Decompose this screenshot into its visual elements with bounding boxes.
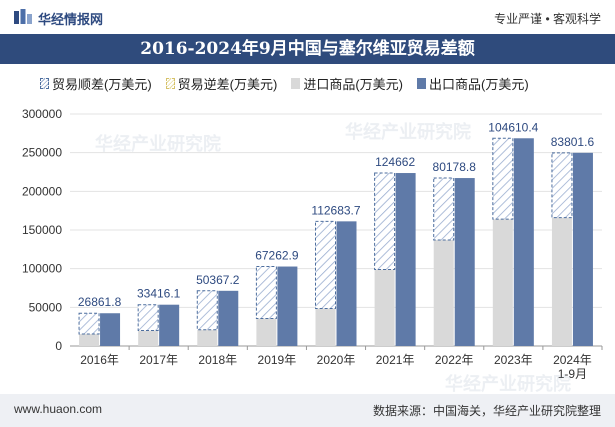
bar-export	[336, 221, 357, 346]
bar-export	[572, 152, 593, 346]
bar-export	[395, 173, 416, 346]
bar-import	[197, 329, 218, 346]
x-tick-label: 2019年	[258, 353, 297, 367]
footer-bar	[0, 394, 615, 427]
bar-export	[159, 304, 180, 346]
data-label: 26861.8	[78, 295, 122, 309]
data-label: 80178.8	[433, 160, 477, 174]
data-label: 83801.6	[551, 135, 595, 149]
footer-url: www.huaon.com	[14, 402, 103, 416]
legend-item-import: 进口商品(万美元)	[291, 74, 403, 92]
legend-swatch-export	[417, 77, 427, 89]
data-label: 124662	[375, 155, 415, 169]
bar-import	[433, 240, 454, 346]
legend-label-import: 进口商品(万美元)	[303, 76, 404, 92]
bar-export	[100, 313, 121, 346]
y-tick-label: 150000	[22, 223, 62, 237]
bar-surplus	[315, 220, 336, 309]
title-bar	[0, 34, 615, 64]
bar-export	[277, 266, 298, 346]
y-tick-label: 300000	[22, 107, 62, 121]
x-tick-label: 2017年	[139, 353, 178, 367]
y-tick-label: 0	[55, 339, 62, 353]
x-tick-label: 1-9月	[558, 367, 587, 381]
data-label: 104610.4	[488, 120, 538, 134]
legend-label-export: 出口商品(万美元)	[429, 76, 529, 92]
tagline: 专业严谨 • 客观科学	[494, 12, 601, 26]
bar-import	[492, 219, 513, 346]
bar-surplus	[433, 177, 455, 241]
footer-source: 数据来源：中国海关，华经产业研究院整理	[372, 404, 601, 418]
y-tick-label: 250000	[22, 146, 62, 160]
bar-import	[315, 308, 336, 346]
bar-surplus	[492, 137, 514, 220]
data-label: 50367.2	[196, 273, 240, 287]
legend-swatch-surplus	[40, 77, 49, 89]
bar-import	[138, 330, 159, 346]
y-tick-label: 50000	[29, 300, 63, 314]
legend: 贸易顺差(万美元) 贸易逆差(万美元) 进口商品(万美元) 出口商品(万美元)	[40, 74, 543, 92]
legend-item-deficit: 贸易逆差(万美元)	[165, 74, 278, 92]
bar-export	[513, 138, 534, 346]
bar-export	[218, 290, 239, 346]
chart-title: 2016-2024年9月中国与塞尔维亚贸易差额	[140, 39, 475, 59]
legend-item-surplus: 贸易顺差(万美元)	[40, 74, 152, 92]
watermark-3: 华经产业研究院	[445, 374, 571, 394]
data-label: 33416.1	[137, 287, 181, 301]
x-tick-label: 2024年	[553, 353, 592, 367]
legend-label-deficit: 贸易逆差(万美元)	[177, 76, 278, 92]
bar-surplus	[196, 290, 218, 331]
bar-surplus	[374, 172, 396, 270]
x-tick-label: 2023年	[494, 353, 533, 367]
logo-text: 华经情报网	[38, 12, 104, 27]
logo-icon	[14, 9, 32, 24]
bar-surplus	[551, 152, 573, 219]
bar-import	[256, 318, 277, 346]
legend-item-export: 出口商品(万美元)	[417, 74, 529, 92]
bar-import	[79, 334, 100, 346]
bar-import	[374, 269, 395, 346]
x-tick-label: 2018年	[198, 353, 237, 367]
watermark-1: 华经产业研究院	[95, 134, 221, 154]
bar-import	[551, 217, 572, 346]
x-tick-label: 2021年	[376, 353, 415, 367]
x-tick-label: 2022年	[435, 353, 474, 367]
x-tick-label: 2020年	[317, 353, 356, 367]
bar-export	[454, 178, 475, 346]
y-tick-label: 100000	[22, 262, 62, 276]
bar-surplus	[78, 312, 100, 335]
y-tick-label: 200000	[22, 184, 62, 198]
bar-surplus	[137, 304, 159, 332]
data-label: 112683.7	[311, 203, 360, 217]
top-bar: 华经情报网 专业严谨 • 客观科学	[0, 0, 615, 34]
legend-swatch-deficit	[165, 77, 175, 89]
bar-surplus	[255, 266, 277, 320]
x-tick-label: 2016年	[80, 353, 119, 367]
legend-swatch-import	[291, 77, 301, 89]
legend-label-surplus: 贸易顺差(万美元)	[52, 76, 152, 92]
data-label: 67262.9	[255, 249, 299, 263]
chart-plot: 0 50000 100000 150000 200000 250000 300000 2686…	[22, 107, 603, 381]
watermark-2: 华经产业研究院	[345, 122, 471, 142]
